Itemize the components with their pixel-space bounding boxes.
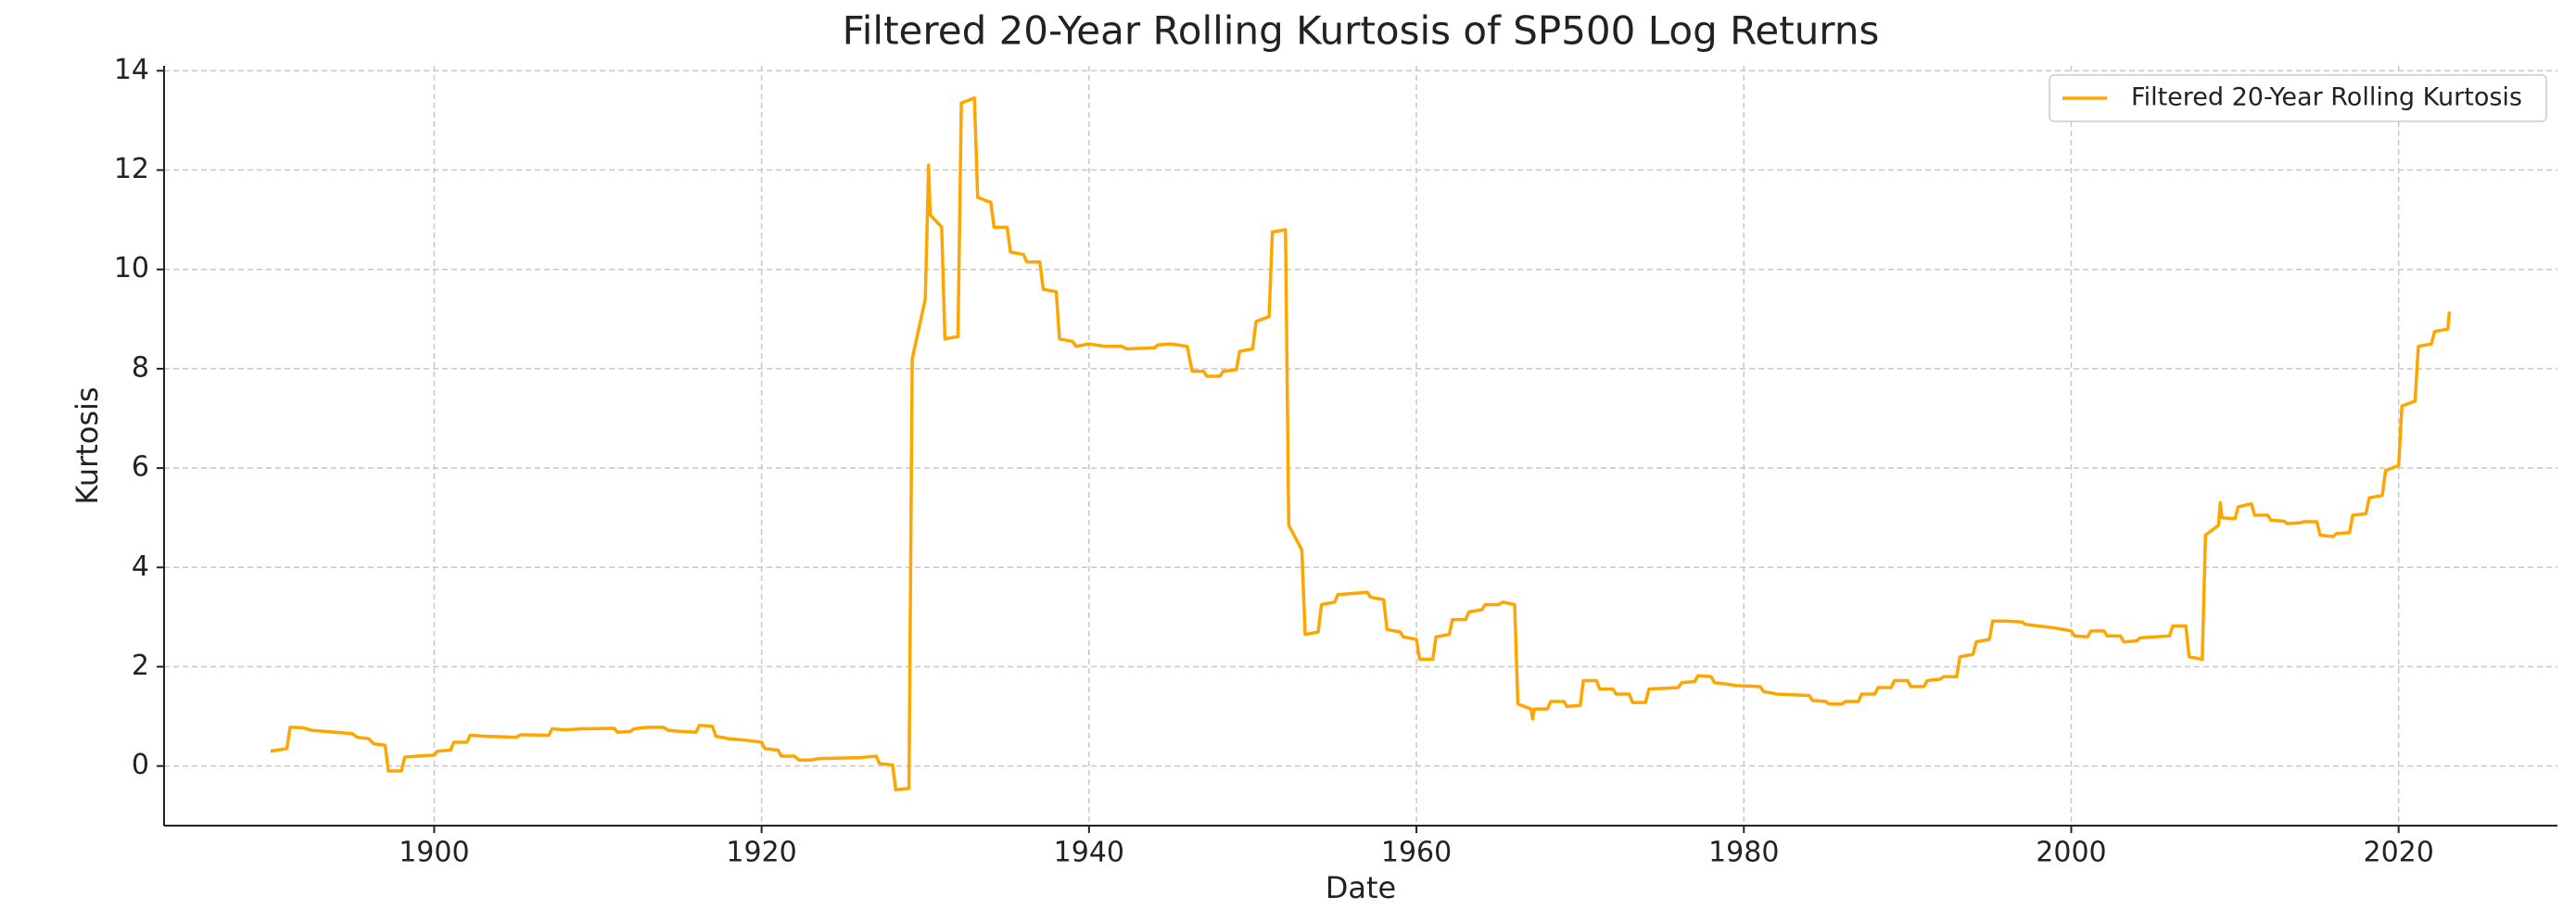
y-tick-label: 6 (132, 451, 149, 484)
legend-box (2049, 74, 2547, 122)
line-series (270, 96, 2452, 792)
y-tick-label: 8 (132, 351, 149, 384)
y-tick-label: 14 (114, 54, 149, 86)
legend: Filtered 20-Year Rolling Kurtosis (2049, 74, 2547, 122)
y-tick-label: 12 (114, 153, 149, 185)
y-tick-label: 2 (132, 650, 149, 682)
x-axis-label: Date (1326, 870, 1396, 905)
y-tick-label: 4 (132, 550, 149, 583)
x-tick-label: 1920 (726, 837, 796, 869)
y-axis-label: Kurtosis (70, 386, 105, 504)
x-tick-label: 2020 (2364, 837, 2434, 869)
y-tick-label: 10 (114, 252, 149, 284)
x-tick-label: 1900 (399, 837, 469, 869)
x-tick-label: 1960 (1381, 837, 1452, 869)
legend-label: Filtered 20-Year Rolling Kurtosis (2131, 83, 2522, 112)
x-tick-label: 2000 (2036, 837, 2106, 869)
y-tick-label: 0 (132, 749, 149, 781)
x-tick-label: 1940 (1054, 837, 1124, 869)
x-tick-label: 1980 (1708, 837, 1779, 869)
chart-title: Filtered 20-Year Rolling Kurtosis of SP5… (843, 8, 1880, 54)
